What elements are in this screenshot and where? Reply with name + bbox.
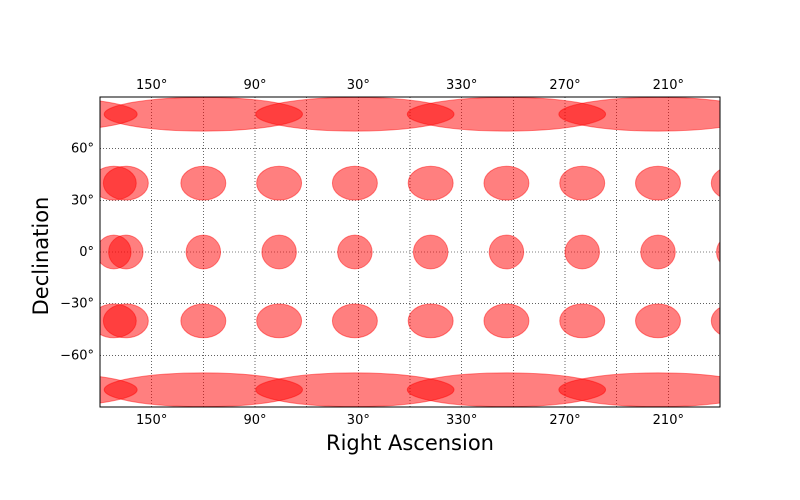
sky-circle-14 <box>488 234 525 270</box>
y-tick-label-0: 60° <box>71 142 94 157</box>
sky-circle-4 <box>407 165 454 201</box>
sky-circle-30-wrap <box>100 100 138 128</box>
tick-labels: 150° 150° 90° 90° 30° 30° 330° 330° 270° 270° 210°… <box>60 78 684 428</box>
sky-circle-22 <box>407 303 454 339</box>
sky-circle-2 <box>256 165 303 201</box>
x-tick-label-bottom-2: 30° <box>347 413 370 428</box>
sky-circle-8-wrap <box>710 169 720 198</box>
x-tick-label-bottom-0: 150° <box>136 413 167 428</box>
plot-frame <box>99 96 721 408</box>
sky-circle-11 <box>261 234 297 270</box>
sky-circle-12 <box>337 234 373 270</box>
sky-circle-1 <box>180 165 227 201</box>
x-tick-label-top-1: 90° <box>243 78 266 93</box>
sky-circle-20 <box>256 303 303 339</box>
grid <box>100 97 720 407</box>
x-tick-label-bottom-5: 210° <box>653 413 684 428</box>
sky-circle-6 <box>559 165 606 201</box>
sky-circle-30 <box>558 97 720 132</box>
sky-circle-25 <box>635 303 681 339</box>
y-tick-label-1: 30° <box>71 193 94 208</box>
x-tick-label-bottom-4: 270° <box>549 413 580 428</box>
y-tick-label-3: −30° <box>60 297 94 312</box>
sky-circle-15 <box>564 234 600 270</box>
sky-circle-24 <box>559 303 606 339</box>
sky-circle-23 <box>483 303 530 339</box>
y-tick-label-4: −60° <box>60 348 94 363</box>
sky-circle-5 <box>483 165 530 201</box>
sky-circle-34-wrap <box>100 376 138 404</box>
x-tick-label-top-5: 210° <box>653 78 684 93</box>
x-axis-title: Right Ascension <box>326 431 494 455</box>
sky-circle-17 <box>100 234 132 270</box>
x-tick-label-top-3: 330° <box>446 78 477 93</box>
sky-circle-17-wrap <box>716 241 720 263</box>
sky-circle-26 <box>100 303 137 339</box>
sky-circle-16 <box>640 234 676 270</box>
x-tick-label-bottom-1: 90° <box>243 413 266 428</box>
sky-circle-13 <box>412 234 449 270</box>
sky-circle-7 <box>635 165 681 201</box>
sky-circle-34 <box>558 372 720 407</box>
x-tick-label-top-2: 30° <box>347 78 370 93</box>
x-tick-label-top-4: 270° <box>549 78 580 93</box>
y-tick-label-2: 0° <box>79 245 94 260</box>
sky-circle-8 <box>100 165 137 201</box>
sky-circle-3 <box>331 165 378 201</box>
sky-circle-10 <box>185 234 222 270</box>
x-tick-label-bottom-3: 330° <box>446 413 477 428</box>
x-tick-label-top-0: 150° <box>136 78 167 93</box>
y-axis-title: Declination <box>29 197 53 316</box>
sky-circle-26-wrap <box>710 306 720 335</box>
sky-circle-19 <box>180 303 227 339</box>
sky-circle-21 <box>331 303 378 339</box>
